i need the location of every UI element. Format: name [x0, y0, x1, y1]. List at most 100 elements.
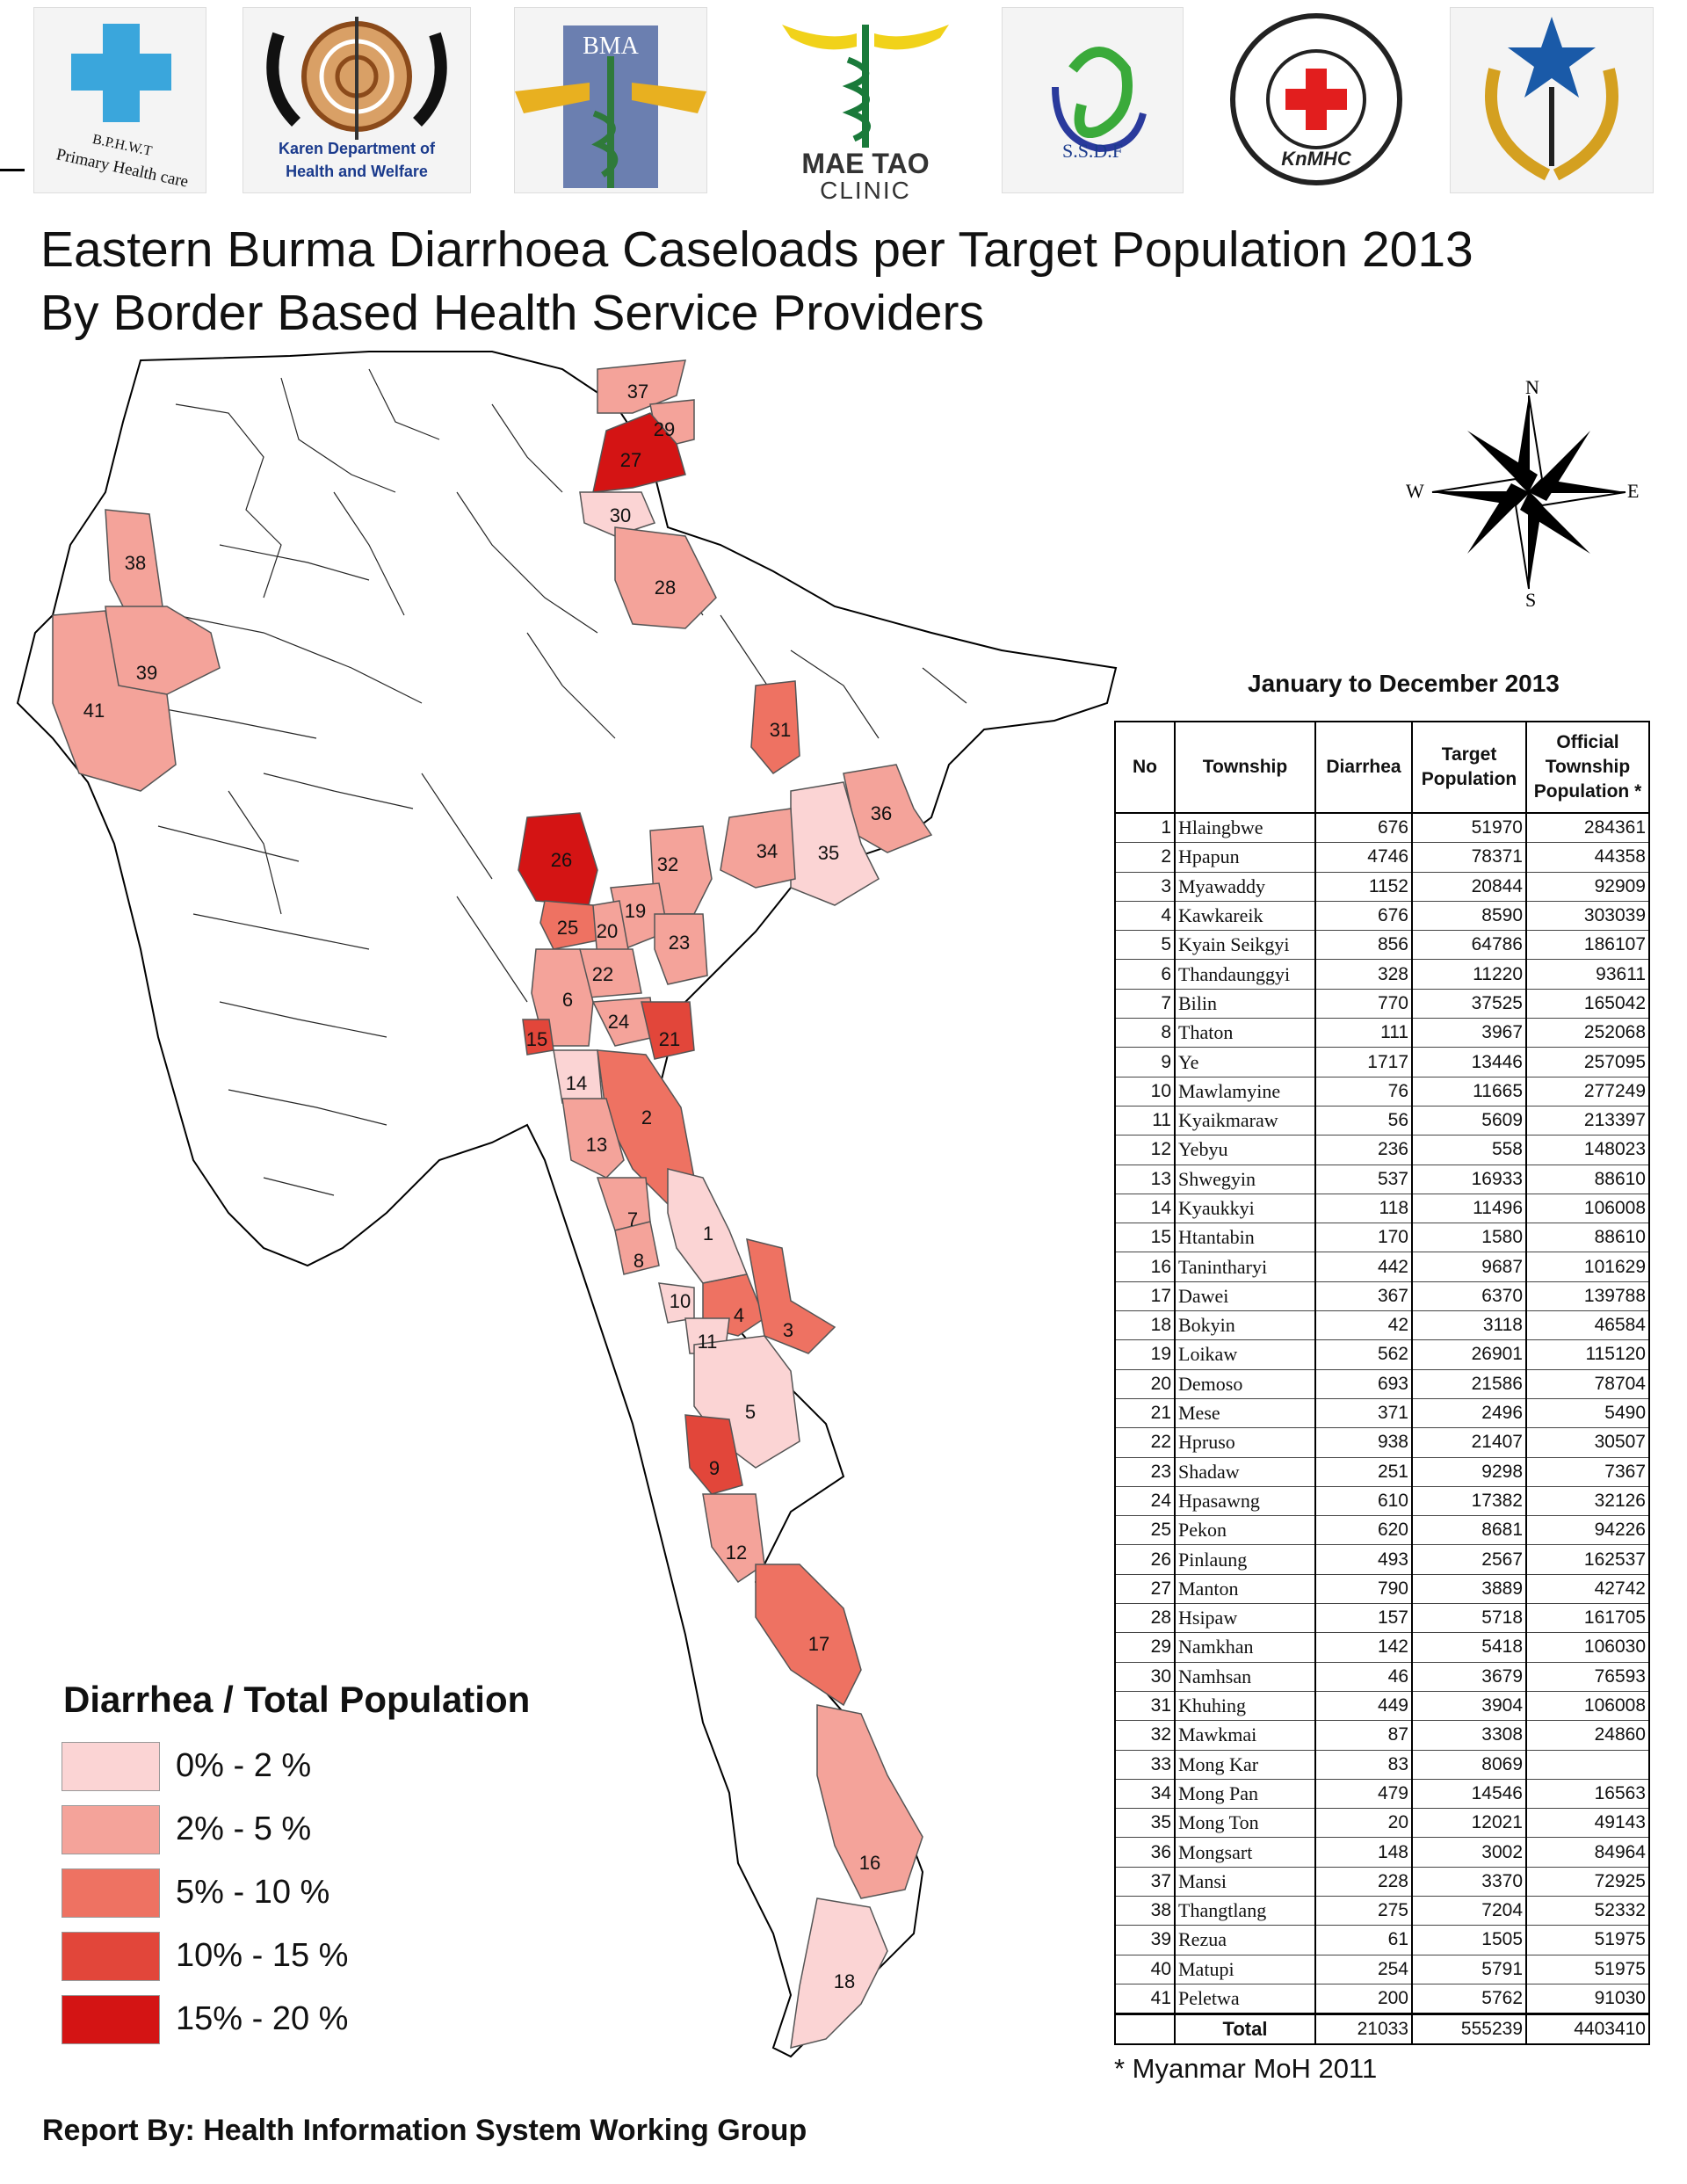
row-township: Loikaw — [1174, 1339, 1316, 1370]
table-row: 15 Htantabin 170 1580 88610 — [1114, 1223, 1650, 1253]
row-diarrhea: 148 — [1314, 1837, 1413, 1868]
map-label-4: 4 — [734, 1304, 744, 1326]
row-target: 16933 — [1411, 1164, 1527, 1194]
row-township: Hpasawng — [1174, 1485, 1316, 1517]
row-no: 11 — [1114, 1105, 1176, 1136]
map-label-29: 29 — [654, 418, 675, 440]
red-cross-badge-icon — [1230, 13, 1402, 185]
row-township: Mong Kar — [1174, 1749, 1316, 1780]
caduceus-icon — [782, 25, 949, 148]
map-label-2: 2 — [641, 1107, 652, 1128]
compass-rose-icon: N S E W — [1406, 378, 1639, 606]
row-official: 303039 — [1525, 900, 1650, 932]
header-diarrhea: Diarrhea — [1314, 721, 1413, 814]
table-row: 35 Mong Ton 20 12021 49143 — [1114, 1808, 1650, 1839]
row-diarrhea: 449 — [1314, 1690, 1413, 1722]
map-label-9: 9 — [709, 1457, 720, 1479]
row-official: 115120 — [1525, 1339, 1650, 1370]
region-16 — [816, 1704, 923, 1899]
row-diarrhea: 111 — [1314, 1018, 1413, 1048]
row-no: 35 — [1114, 1808, 1176, 1839]
row-target: 3370 — [1411, 1866, 1527, 1897]
row-diarrhea: 142 — [1314, 1632, 1413, 1663]
row-diarrhea: 562 — [1314, 1339, 1413, 1370]
row-target: 3308 — [1411, 1720, 1527, 1751]
row-official: 46584 — [1525, 1310, 1650, 1341]
compass-south: S — [1525, 589, 1536, 606]
row-township: Kawkareik — [1174, 900, 1316, 932]
table-total-row: Total 21033 555239 4403410 — [1114, 2013, 1650, 2046]
row-official: 7367 — [1525, 1456, 1650, 1487]
region-28 — [614, 526, 717, 629]
region-34 — [720, 808, 796, 889]
row-official: 5490 — [1525, 1397, 1650, 1429]
row-township: Pinlaung — [1174, 1544, 1316, 1575]
map-label-30: 30 — [610, 504, 631, 526]
map-label-1: 1 — [703, 1223, 713, 1244]
total-label: Total — [1174, 2013, 1316, 2046]
region-13 — [561, 1098, 625, 1179]
row-target: 13446 — [1411, 1047, 1527, 1077]
row-diarrhea: 1717 — [1314, 1047, 1413, 1077]
row-township: Thandaunggyi — [1174, 959, 1316, 990]
row-diarrhea: 170 — [1314, 1223, 1413, 1253]
row-target: 3002 — [1411, 1837, 1527, 1868]
row-diarrhea: 20 — [1314, 1808, 1413, 1839]
row-no: 26 — [1114, 1544, 1176, 1575]
map-label-8: 8 — [634, 1250, 644, 1272]
row-no: 2 — [1114, 842, 1176, 873]
row-official: 284361 — [1525, 812, 1650, 844]
row-township: Mong Ton — [1174, 1808, 1316, 1839]
row-diarrhea: 770 — [1314, 988, 1413, 1019]
region-25 — [539, 900, 598, 950]
row-township: Khuhing — [1174, 1690, 1316, 1722]
row-township: Kyaikmaraw — [1174, 1105, 1316, 1136]
region-8 — [614, 1221, 660, 1275]
source-note: * Myanmar MoH 2011 — [1114, 2053, 1378, 2084]
table-row: 13 Shwegyin 537 16933 88610 — [1114, 1164, 1650, 1194]
table-row: 30 Namhsan 46 3679 76593 — [1114, 1661, 1650, 1692]
mae-tao-text-1: MAE TAO — [801, 148, 930, 179]
table-row: 1 Hlaingbwe 676 51970 284361 — [1114, 812, 1650, 844]
row-no: 41 — [1114, 1983, 1176, 2015]
table-row: 22 Hpruso 938 21407 30507 — [1114, 1427, 1650, 1458]
row-no: 14 — [1114, 1193, 1176, 1224]
row-official: 76593 — [1525, 1661, 1650, 1692]
row-no: 8 — [1114, 1018, 1176, 1048]
map-label-22: 22 — [592, 963, 613, 985]
map-label-5: 5 — [745, 1401, 756, 1423]
row-township: Hpapun — [1174, 842, 1316, 873]
row-target: 11220 — [1411, 959, 1527, 990]
row-target: 8590 — [1411, 900, 1527, 932]
map-label-38: 38 — [125, 552, 146, 574]
row-no: 20 — [1114, 1368, 1176, 1399]
table-row: 16 Tanintharyi 442 9687 101629 — [1114, 1252, 1650, 1282]
total-official: 4403410 — [1525, 2013, 1650, 2046]
row-diarrhea: 620 — [1314, 1515, 1413, 1546]
row-target: 37525 — [1411, 988, 1527, 1019]
map-label-16: 16 — [859, 1852, 880, 1874]
row-township: Kyain Seikgyi — [1174, 930, 1316, 961]
row-official: 16563 — [1525, 1778, 1650, 1810]
row-target: 20844 — [1411, 871, 1527, 902]
row-official: 106008 — [1525, 1193, 1650, 1224]
map-label-32: 32 — [657, 853, 678, 875]
table-row: 27 Manton 790 3889 42742 — [1114, 1573, 1650, 1605]
legend-swatch — [62, 1742, 160, 1791]
map-label-17: 17 — [808, 1633, 829, 1655]
row-target: 5791 — [1411, 1954, 1527, 1984]
row-township: Thaton — [1174, 1018, 1316, 1048]
report-credit: Report By: Health Information System Wor… — [42, 2114, 807, 2147]
row-township: Hpruso — [1174, 1427, 1316, 1458]
map-label-14: 14 — [566, 1072, 587, 1094]
row-target: 17382 — [1411, 1485, 1527, 1517]
row-target: 9687 — [1411, 1252, 1527, 1282]
row-diarrhea: 493 — [1314, 1544, 1413, 1575]
table-row: 38 Thangtlang 275 7204 52332 — [1114, 1895, 1650, 1926]
row-official: 148023 — [1525, 1135, 1650, 1165]
row-no: 4 — [1114, 900, 1176, 932]
ssdf-emblem-icon — [1052, 47, 1147, 153]
legend-label: 15% - 20 % — [176, 2000, 349, 2037]
row-official: 161705 — [1525, 1603, 1650, 1634]
map-label-13: 13 — [586, 1134, 607, 1156]
